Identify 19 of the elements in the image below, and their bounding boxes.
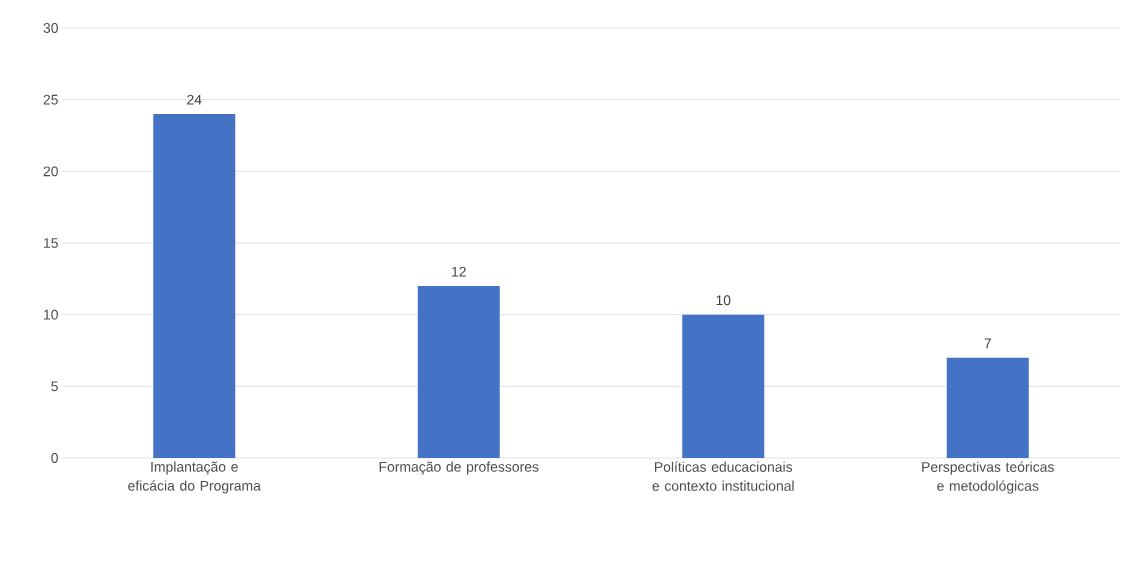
x-tick-label: Formação de professores [379, 461, 539, 475]
data-label: 24 [187, 94, 202, 105]
data-label: 10 [716, 295, 731, 306]
data-label: 12 [452, 266, 466, 277]
y-tick-label: 25 [43, 94, 58, 105]
data-label: 7 [984, 338, 991, 349]
y-tick-label: 0 [51, 453, 58, 463]
y-tick-label: 5 [51, 381, 58, 392]
bar [682, 314, 765, 458]
y-tick-label: 15 [44, 238, 58, 248]
y-tick-label: 20 [43, 166, 58, 177]
y-tick-label: 30 [43, 23, 58, 33]
x-tick-label: Perspectivas teóricas e metodológicas [922, 461, 1054, 494]
x-tick-label: Políticas educacionais e contexto institucional [652, 461, 794, 491]
y-tick-label: 10 [44, 309, 58, 320]
bar [153, 114, 236, 458]
x-tick-label: Implantação e eficácia do Programa [128, 461, 261, 494]
bar [417, 286, 500, 458]
bar [946, 357, 1029, 458]
